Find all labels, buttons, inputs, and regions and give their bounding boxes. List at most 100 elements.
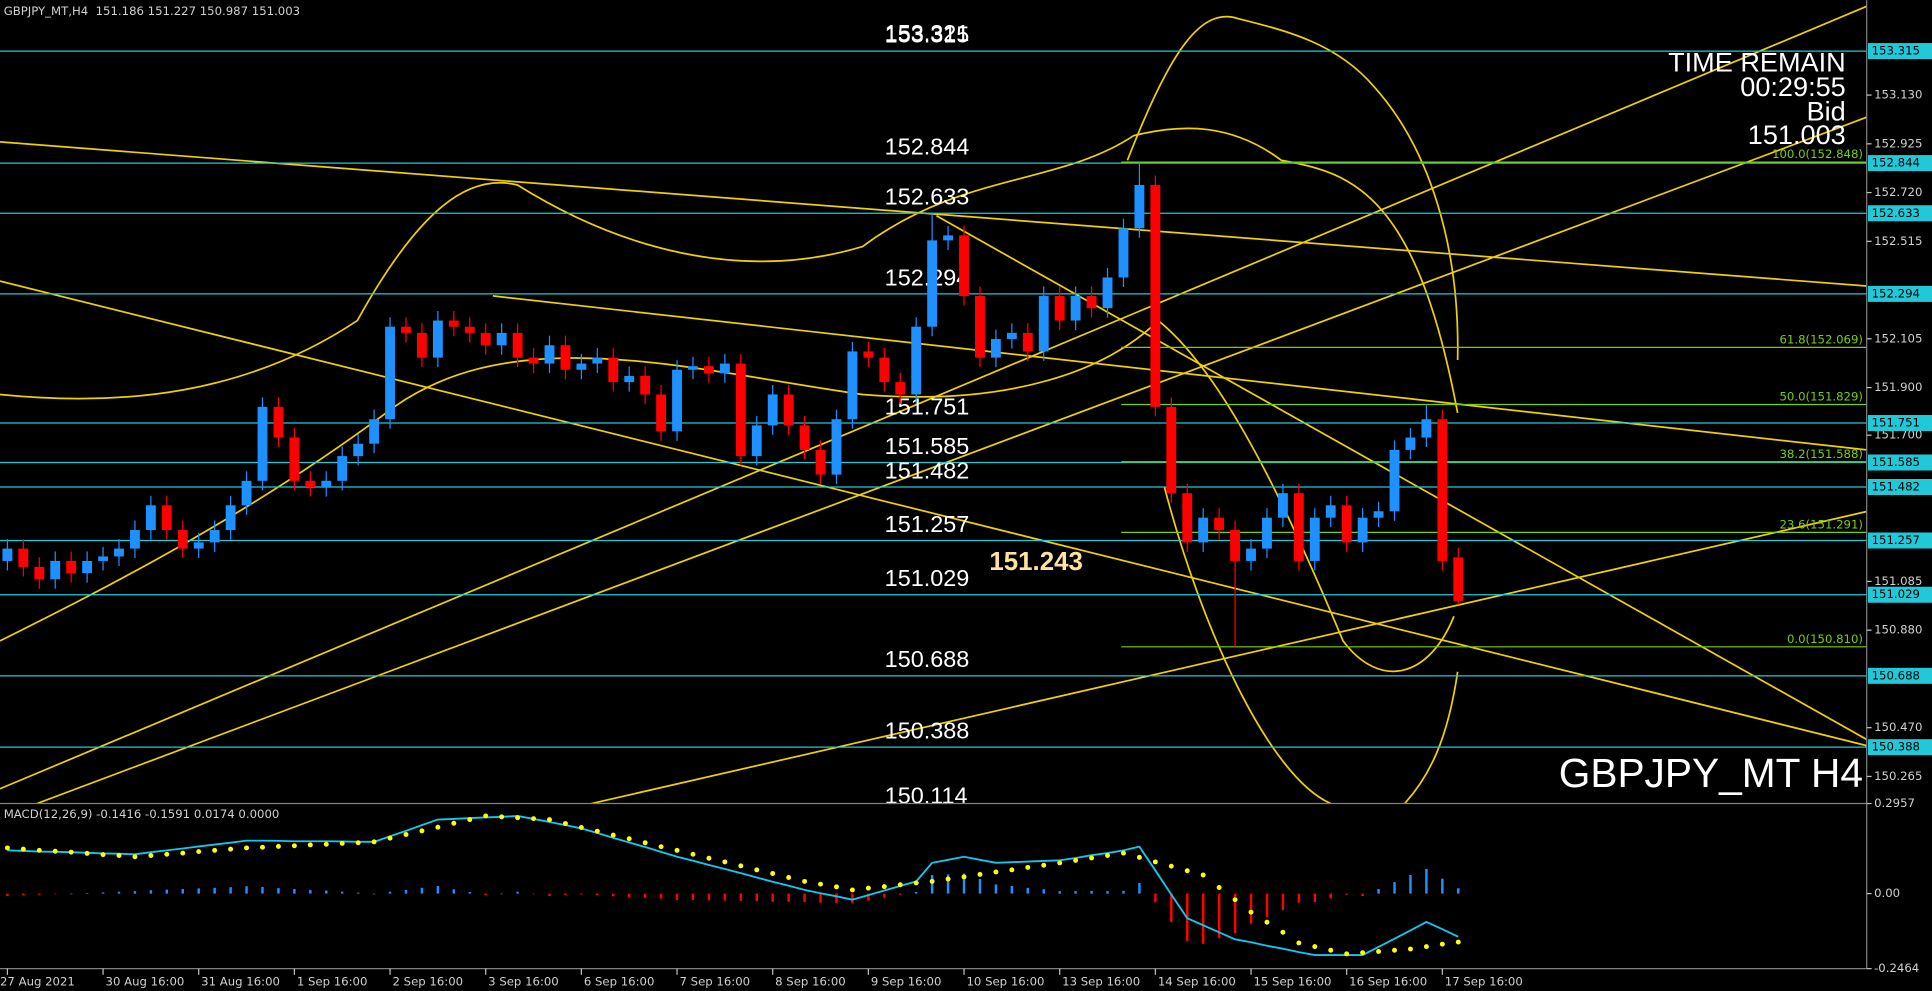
signal-dot: [578, 825, 584, 830]
histogram-bar: [1425, 868, 1428, 894]
signal-dot: [1152, 859, 1158, 865]
signal-dot: [865, 885, 871, 891]
level-axis-label: 152.844: [1872, 156, 1920, 170]
candle-body: [608, 357, 619, 383]
candle-body: [959, 235, 969, 297]
signal-dot: [849, 887, 855, 893]
signal-dot: [1328, 947, 1334, 953]
histogram-bar: [325, 890, 328, 894]
histogram-bar: [771, 893, 774, 902]
candle-body: [1309, 517, 1320, 561]
candle-body: [193, 542, 204, 549]
candle-body: [1341, 505, 1352, 543]
candle-body: [177, 530, 188, 549]
y-tick-label: 152.925: [1874, 136, 1922, 150]
histogram-bar: [1217, 893, 1221, 939]
candle-body: [592, 357, 603, 364]
candle-body: [1357, 517, 1368, 543]
histogram-bar: [978, 878, 982, 894]
x-tick-label: 14 Sep 16:00: [1158, 975, 1236, 989]
signal-dot: [881, 884, 887, 890]
histogram-bar: [1329, 893, 1332, 899]
histogram-bar: [1201, 893, 1205, 944]
candle-body: [385, 326, 395, 420]
signal-dot: [307, 842, 313, 848]
level-label: 152.844: [885, 133, 970, 159]
candle-body: [225, 505, 236, 531]
main-panel: 153.315 152.844 152.633 152.294 151.751 151.5…: [0, 5, 1867, 809]
signal-dot: [100, 852, 106, 858]
x-tick-label: 16 Sep 16:00: [1349, 975, 1427, 989]
histogram-bar: [580, 893, 583, 895]
candle-body: [1453, 557, 1464, 601]
signal-dot: [1136, 854, 1142, 860]
signal-dot: [961, 874, 967, 880]
histogram-bar: [293, 889, 296, 894]
candle-body: [496, 332, 507, 346]
candle-body: [1086, 296, 1097, 309]
level-axis-box: [1867, 285, 1932, 302]
histogram-bar: [1010, 885, 1014, 894]
macd-title: MACD(12,26,9) -0.1416 -0.1591 0.0174 0.0…: [4, 807, 280, 821]
level-label: 151.585: [885, 433, 970, 459]
candle-body: [353, 443, 364, 457]
candle-body: [417, 332, 427, 358]
signal-dot: [132, 854, 138, 860]
signal-dot: [1392, 947, 1397, 953]
signal-dot: [642, 840, 648, 846]
candle-body: [145, 505, 156, 531]
level-axis-label: 151.751: [1872, 416, 1920, 430]
histogram-bar: [245, 886, 248, 894]
y-tick-label: 152.515: [1874, 234, 1922, 248]
signal-dot: [1168, 863, 1174, 869]
candle-body: [1277, 493, 1288, 518]
signal-dot: [1089, 855, 1095, 861]
histogram-bar: [229, 887, 232, 894]
histogram-bar: [962, 873, 966, 894]
signal-dot: [1105, 853, 1110, 858]
fib-label: 50.0(151.829): [1780, 390, 1863, 404]
x-tick-label: 13 Sep 16:00: [1062, 975, 1140, 989]
macd-line: [7, 815, 1459, 957]
y-tick-label: 0.00: [1874, 886, 1900, 900]
histogram-bar: [739, 893, 743, 901]
candle-body: [544, 345, 555, 364]
histogram-bar: [1393, 882, 1396, 894]
level-axis-box: [1867, 667, 1932, 684]
candle-body: [98, 556, 108, 561]
signal-dot: [929, 878, 935, 884]
signal-dot: [275, 843, 281, 849]
candle-body: [480, 332, 491, 346]
histogram-bar: [691, 893, 695, 900]
histogram-bar: [38, 893, 41, 895]
fib-label: 38.2(151.588): [1780, 447, 1863, 461]
candle-body: [1421, 419, 1432, 438]
y-tick-label: 153.130: [1874, 88, 1922, 102]
candle-body: [719, 363, 730, 374]
price-label: 150.114: [885, 783, 968, 809]
histogram-bar: [659, 893, 663, 899]
histogram-bar: [946, 874, 950, 894]
histogram-bar: [197, 888, 200, 894]
signal-dot: [1184, 868, 1190, 874]
histogram-bar: [1122, 890, 1125, 894]
histogram-bar: [356, 892, 360, 894]
histogram-bar: [1233, 893, 1237, 934]
candle-body: [656, 394, 667, 432]
y-tick-label: 151.700: [1874, 428, 1922, 442]
signal-dot: [180, 850, 186, 856]
histogram-bar: [819, 893, 822, 903]
signal-dot: [20, 846, 26, 852]
signal-dot: [818, 881, 823, 887]
info-bid-label: Bid: [1807, 96, 1846, 127]
histogram-bar: [420, 887, 424, 894]
candle-body: [1038, 296, 1049, 352]
histogram-bar: [6, 893, 9, 897]
signal-dot: [1009, 867, 1015, 873]
candle-body: [528, 357, 539, 364]
fib-label: 0.0(150.810): [1787, 632, 1863, 646]
candle-body: [82, 560, 93, 574]
trend-line: [0, 141, 1867, 287]
